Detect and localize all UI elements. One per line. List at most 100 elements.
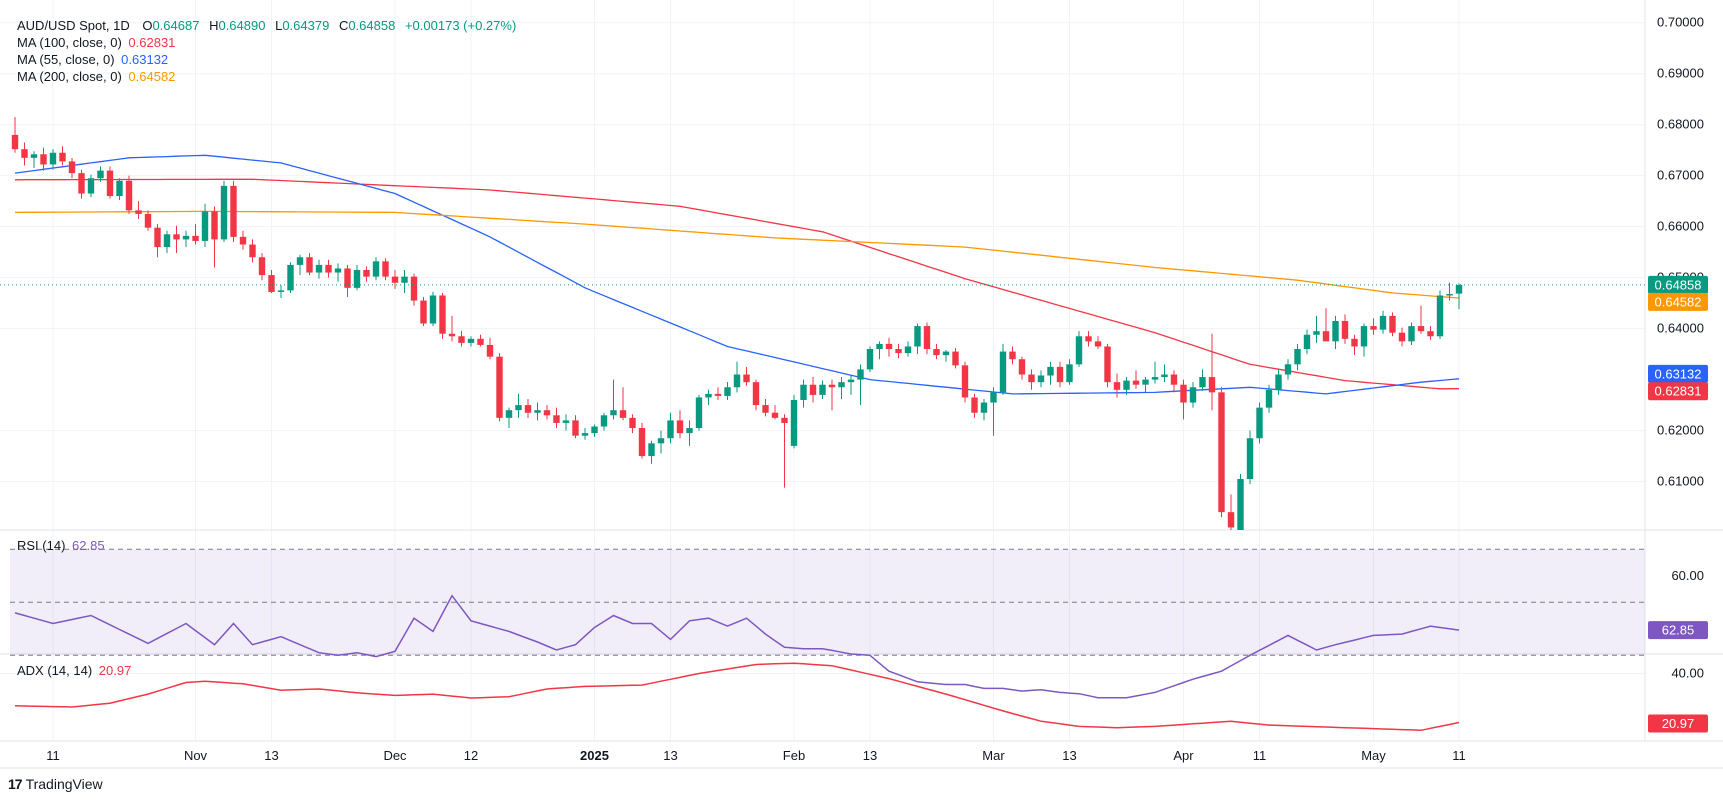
candle-body [249, 244, 256, 258]
candle-body [477, 338, 484, 345]
candle [372, 257, 380, 281]
candle-body [1351, 338, 1358, 347]
candle-body [828, 384, 836, 388]
low-label: L [275, 18, 283, 33]
adx-badge[interactable]: 20.97 [1648, 714, 1708, 733]
candle-body [1075, 336, 1083, 365]
candle-body [581, 433, 589, 436]
candle [1322, 308, 1330, 342]
legend-ma55-value: 0.63132 [121, 52, 169, 67]
candle [163, 230, 171, 254]
adx-line [14, 662, 1460, 732]
symbol-title[interactable]: AUD/USD Spot, 1D [17, 18, 130, 33]
candle-body [1028, 374, 1035, 383]
candle [154, 224, 161, 258]
candle [106, 166, 114, 199]
candle-body [344, 268, 351, 288]
candle-body [1132, 380, 1140, 385]
legend-ma55-row[interactable]: MA (55, close, 0) 0.63132 [17, 51, 519, 68]
price-badge[interactable]: 0.63132 [1648, 364, 1708, 383]
candle-body [543, 410, 551, 416]
candle [923, 322, 931, 355]
rsi-tick-label: 60.00 [1671, 568, 1704, 583]
adx-legend[interactable]: ADX (14, 14) 20.97 [17, 662, 134, 679]
candle [781, 414, 788, 488]
candle-body [182, 235, 190, 240]
candle-body [1322, 331, 1330, 342]
candle-body [781, 417, 788, 423]
candle-body [657, 438, 665, 444]
legend-ma100-row[interactable]: MA (100, close, 0) 0.62831 [17, 34, 519, 51]
candle-body [429, 295, 437, 324]
candle-body [619, 410, 627, 418]
rsi-badge[interactable]: 62.85 [1648, 621, 1708, 640]
candle-body [135, 210, 142, 214]
candle-body [638, 428, 646, 457]
candle-body [895, 349, 902, 354]
candle-body [591, 426, 598, 434]
candle-body [496, 356, 503, 418]
legend-ma200-value: 0.64582 [128, 69, 176, 84]
candle-body [1427, 331, 1434, 337]
candle [914, 323, 921, 355]
candle [496, 353, 503, 422]
candle-body [287, 264, 294, 291]
candle-body [306, 257, 313, 273]
symbol-row[interactable]: AUD/USD Spot, 1D O0.64687 H0.64890 L0.64… [17, 17, 519, 34]
adx-series-line [14, 662, 1460, 732]
candle [942, 350, 950, 362]
candle [1218, 387, 1225, 518]
candle-body [315, 264, 323, 273]
candle [591, 424, 598, 437]
price-tick-label: 0.69000 [1657, 66, 1704, 81]
candle [895, 343, 902, 359]
candle [1180, 379, 1187, 420]
candle-body [1446, 293, 1453, 296]
candle [762, 398, 769, 417]
candle [97, 166, 104, 182]
candle [695, 394, 703, 431]
candle-body [1018, 359, 1026, 375]
candle-body [1151, 377, 1159, 380]
candle-body [1037, 375, 1045, 383]
footer-branding[interactable]: 17 TradingView [8, 776, 103, 792]
candle [1170, 370, 1178, 393]
candle-body [952, 351, 959, 366]
rsi-legend[interactable]: RSI (14) 62.85 [17, 537, 108, 554]
candle [1332, 315, 1339, 350]
candle [1303, 329, 1311, 355]
candle [619, 387, 627, 421]
candle-body [923, 326, 931, 350]
candle [990, 387, 997, 436]
candle [1294, 343, 1301, 371]
legend-ma200-row[interactable]: MA (200, close, 0) 0.64582 [17, 68, 519, 85]
candle-body [125, 180, 133, 211]
candle-body [1066, 364, 1073, 383]
candle [667, 412, 674, 444]
candle-body [239, 236, 247, 245]
candle-body [505, 410, 513, 418]
candle [458, 331, 465, 347]
candle [144, 210, 152, 231]
candle-body [980, 402, 988, 413]
candle-body [1227, 512, 1235, 528]
candle [857, 364, 864, 406]
candle-body [686, 428, 693, 434]
price-badge[interactable]: 0.64582 [1648, 292, 1708, 311]
candle-body [277, 290, 285, 292]
candle-body [961, 365, 969, 398]
legend-ma100-value: 0.62831 [128, 35, 176, 50]
candle [296, 254, 304, 276]
candle [572, 415, 579, 439]
candle [68, 157, 76, 179]
time-tick-label: 2025 [580, 748, 609, 763]
price-badge-bg [1648, 382, 1708, 401]
price-badge[interactable]: 0.64858 [1648, 275, 1708, 294]
candle-body [268, 275, 275, 292]
time-tick-label: 13 [863, 748, 877, 763]
candle [629, 414, 636, 434]
price-badge[interactable]: 0.62831 [1648, 382, 1708, 401]
time-tick-label: Mar [982, 748, 1005, 763]
candle-body [1360, 326, 1368, 347]
